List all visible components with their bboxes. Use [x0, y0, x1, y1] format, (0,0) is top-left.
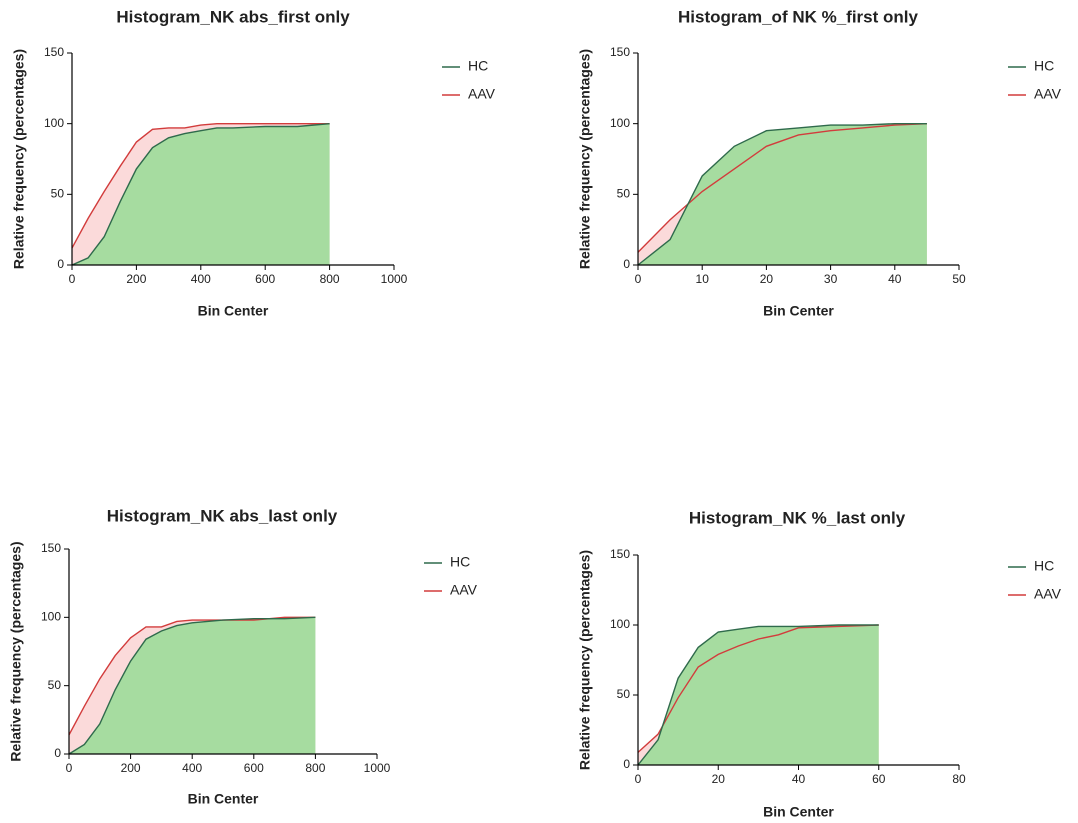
legend-label: HC	[1034, 58, 1054, 74]
chart: 0 50 100 150 0 200 400 600 800 1000 Histogram_NK a…	[8, 506, 478, 806]
y-tick-label: 150	[44, 45, 64, 59]
x-tick-label: 30	[824, 272, 838, 286]
y-tick-label: 0	[57, 257, 64, 271]
y-tick-label: 50	[51, 187, 65, 201]
y-tick-label: 150	[610, 547, 630, 561]
area-fill	[638, 123, 927, 266]
x-tick-label: 400	[191, 272, 211, 286]
y-tick-label: 0	[623, 257, 630, 271]
series-line	[637, 122, 927, 253]
x-tick-label: 600	[255, 272, 275, 286]
y-tick-label: 150	[41, 541, 61, 555]
area-fill	[69, 617, 316, 754]
x-axis-label: Bin Center	[188, 791, 259, 807]
x-tick-label: 0	[69, 272, 76, 286]
x-tick-label: 40	[888, 272, 902, 286]
y-axis-label: Relative frequency (percentages)	[11, 49, 27, 269]
area-fill	[638, 625, 879, 765]
y-tick-label: 150	[610, 45, 630, 59]
x-tick-label: 40	[792, 772, 806, 786]
x-tick-label: 600	[244, 761, 264, 775]
y-axis-label: Relative frequency (percentages)	[577, 49, 593, 269]
legend-label: HC	[450, 554, 470, 570]
x-tick-label: 50	[952, 272, 966, 286]
series-line	[68, 616, 316, 736]
chart-title: Histogram_of NK %_first only	[678, 7, 918, 26]
x-tick-label: 60	[872, 772, 886, 786]
x-tick-label: 200	[126, 272, 146, 286]
series-line	[68, 616, 316, 755]
legend-label: HC	[1034, 558, 1054, 574]
x-tick-label: 400	[182, 761, 202, 775]
chart: 0 50 100 150 0 200 400 600 800 1000 Histogram_NK a…	[11, 7, 496, 318]
y-tick-label: 50	[617, 687, 631, 701]
x-tick-label: 20	[712, 772, 726, 786]
x-axis-label: Bin Center	[763, 804, 834, 820]
legend-label: AAV	[468, 86, 496, 102]
x-tick-label: 0	[66, 761, 73, 775]
series-line	[71, 122, 330, 266]
y-tick-label: 100	[610, 617, 630, 631]
y-tick-label: 50	[48, 678, 62, 692]
series-line	[637, 624, 879, 766]
chart-title: Histogram_NK abs_first only	[116, 7, 350, 26]
x-tick-label: 1000	[364, 761, 391, 775]
chart: 0 50 100 150 0 10 20 30 40 50 Histogram_of NK %_fi…	[577, 7, 1062, 318]
area-fill	[72, 123, 330, 266]
y-tick-label: 100	[41, 610, 61, 624]
legend-label: AAV	[1034, 586, 1062, 602]
x-tick-label: 800	[305, 761, 325, 775]
y-tick-label: 0	[623, 757, 630, 771]
y-axis-label: Relative frequency (percentages)	[577, 550, 593, 770]
y-axis-label: Relative frequency (percentages)	[8, 541, 24, 761]
series-line	[71, 122, 330, 249]
y-tick-label: 50	[617, 187, 631, 201]
series-line	[637, 624, 879, 753]
y-tick-label: 100	[44, 116, 64, 130]
series-line	[637, 122, 927, 266]
x-tick-label: 80	[952, 772, 966, 786]
x-axis-label: Bin Center	[198, 303, 269, 319]
legend-label: AAV	[1034, 86, 1062, 102]
chart-title: Histogram_NK abs_last only	[107, 506, 338, 525]
x-tick-label: 200	[121, 761, 141, 775]
y-tick-label: 0	[54, 746, 61, 760]
y-tick-label: 100	[610, 116, 630, 130]
x-tick-label: 800	[320, 272, 340, 286]
x-axis-label: Bin Center	[763, 303, 834, 319]
chart: 0 50 100 150 0 20 40 60 80 Histogram_NK %_last on…	[577, 508, 1062, 819]
x-tick-label: 20	[760, 272, 774, 286]
x-tick-label: 0	[635, 772, 642, 786]
legend-label: HC	[468, 58, 488, 74]
x-tick-label: 0	[635, 272, 642, 286]
legend-label: AAV	[450, 582, 478, 598]
chart-title: Histogram_NK %_last only	[689, 508, 906, 527]
x-tick-label: 10	[696, 272, 710, 286]
x-tick-label: 1000	[381, 272, 408, 286]
